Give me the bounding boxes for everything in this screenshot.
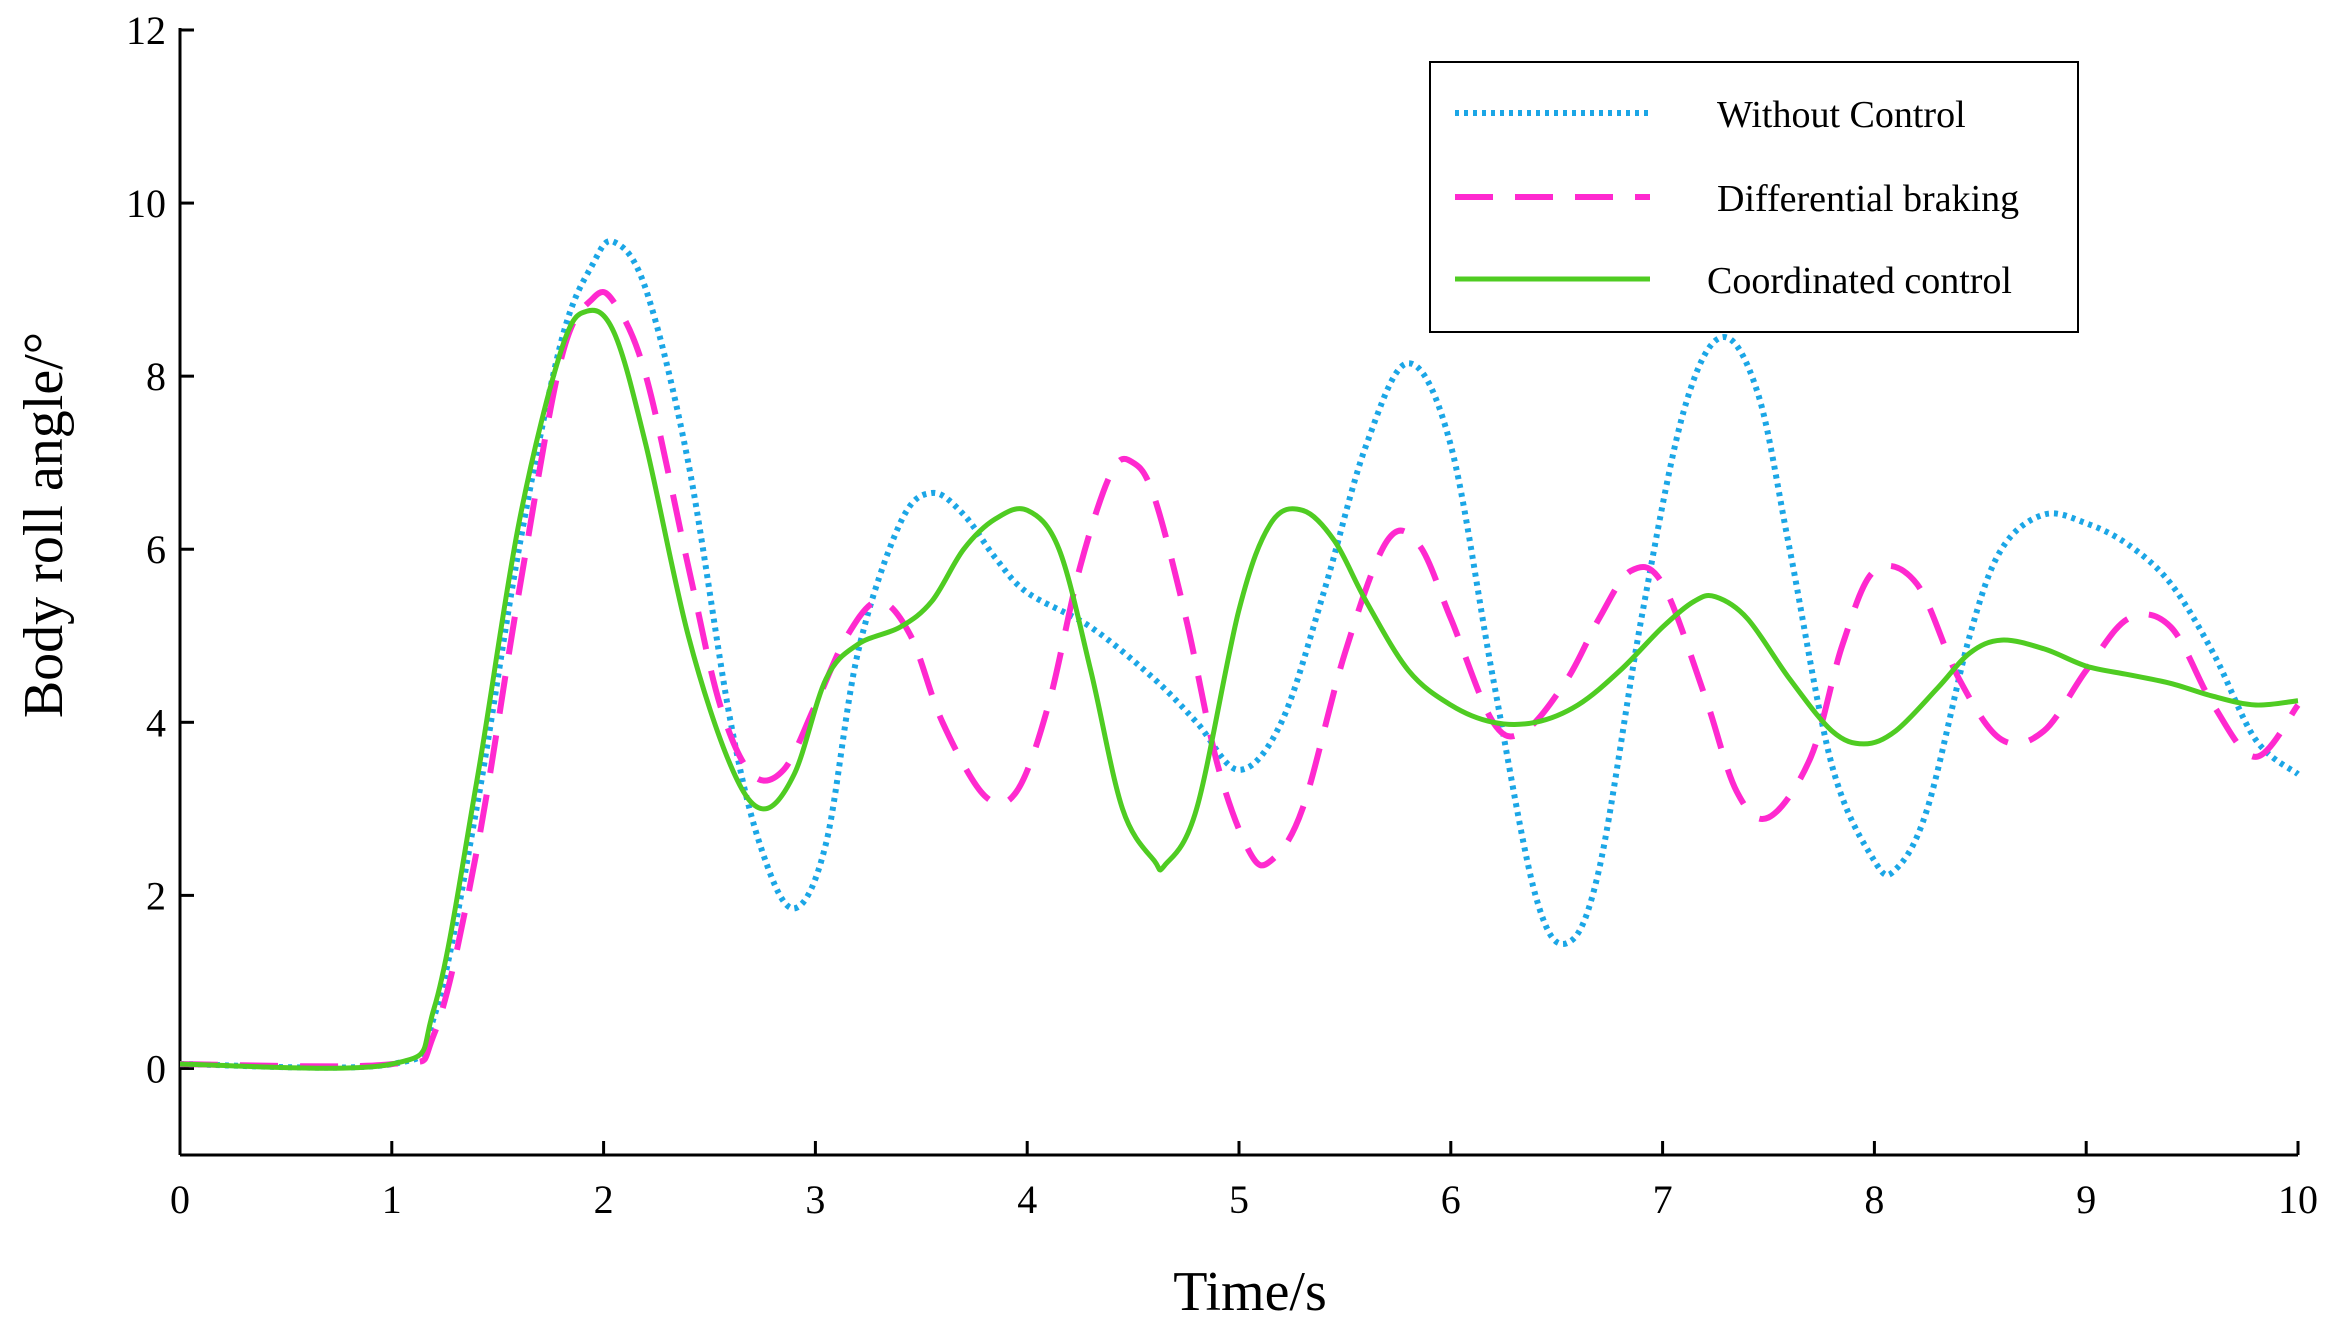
series-coordinated-control xyxy=(179,307,2299,1071)
x-tick-label: 10 xyxy=(2278,1177,2318,1222)
legend-label-differential-braking: Differential braking xyxy=(1717,178,2019,220)
y-tick-label: 8 xyxy=(146,354,166,399)
x-tick-label: 3 xyxy=(805,1177,825,1222)
series-differential-braking xyxy=(179,289,2301,1070)
x-tick-label: 4 xyxy=(1017,1177,1037,1222)
y-tick-label: 0 xyxy=(146,1046,166,1091)
x-tick-label: 9 xyxy=(2076,1177,2096,1222)
x-axis-title: Time/s xyxy=(1173,1261,1327,1323)
x-tick-label: 2 xyxy=(594,1177,614,1222)
x-tick-label: 6 xyxy=(1441,1177,1461,1222)
y-tick-label: 4 xyxy=(146,700,166,745)
legend-label-coordinated-control: Coordinated control xyxy=(1707,260,2012,302)
y-tick-label: 6 xyxy=(146,527,166,572)
x-tick-label: 7 xyxy=(1653,1177,1673,1222)
series-without-control xyxy=(179,238,2300,1071)
series-layer xyxy=(179,238,2301,1071)
y-tick-label: 12 xyxy=(126,8,166,53)
legend-label-without-control: Without Control xyxy=(1717,94,1966,136)
x-tick-label: 5 xyxy=(1229,1177,1249,1222)
y-tick-label: 2 xyxy=(146,873,166,918)
legend: Without Control Differential braking Coo… xyxy=(1429,61,2079,333)
y-tick-label: 10 xyxy=(126,181,166,226)
x-tick-label: 0 xyxy=(170,1177,190,1222)
y-axis-title: Body roll angle/° xyxy=(13,332,75,718)
x-tick-label: 1 xyxy=(382,1177,402,1222)
x-tick-label: 8 xyxy=(1864,1177,1884,1222)
